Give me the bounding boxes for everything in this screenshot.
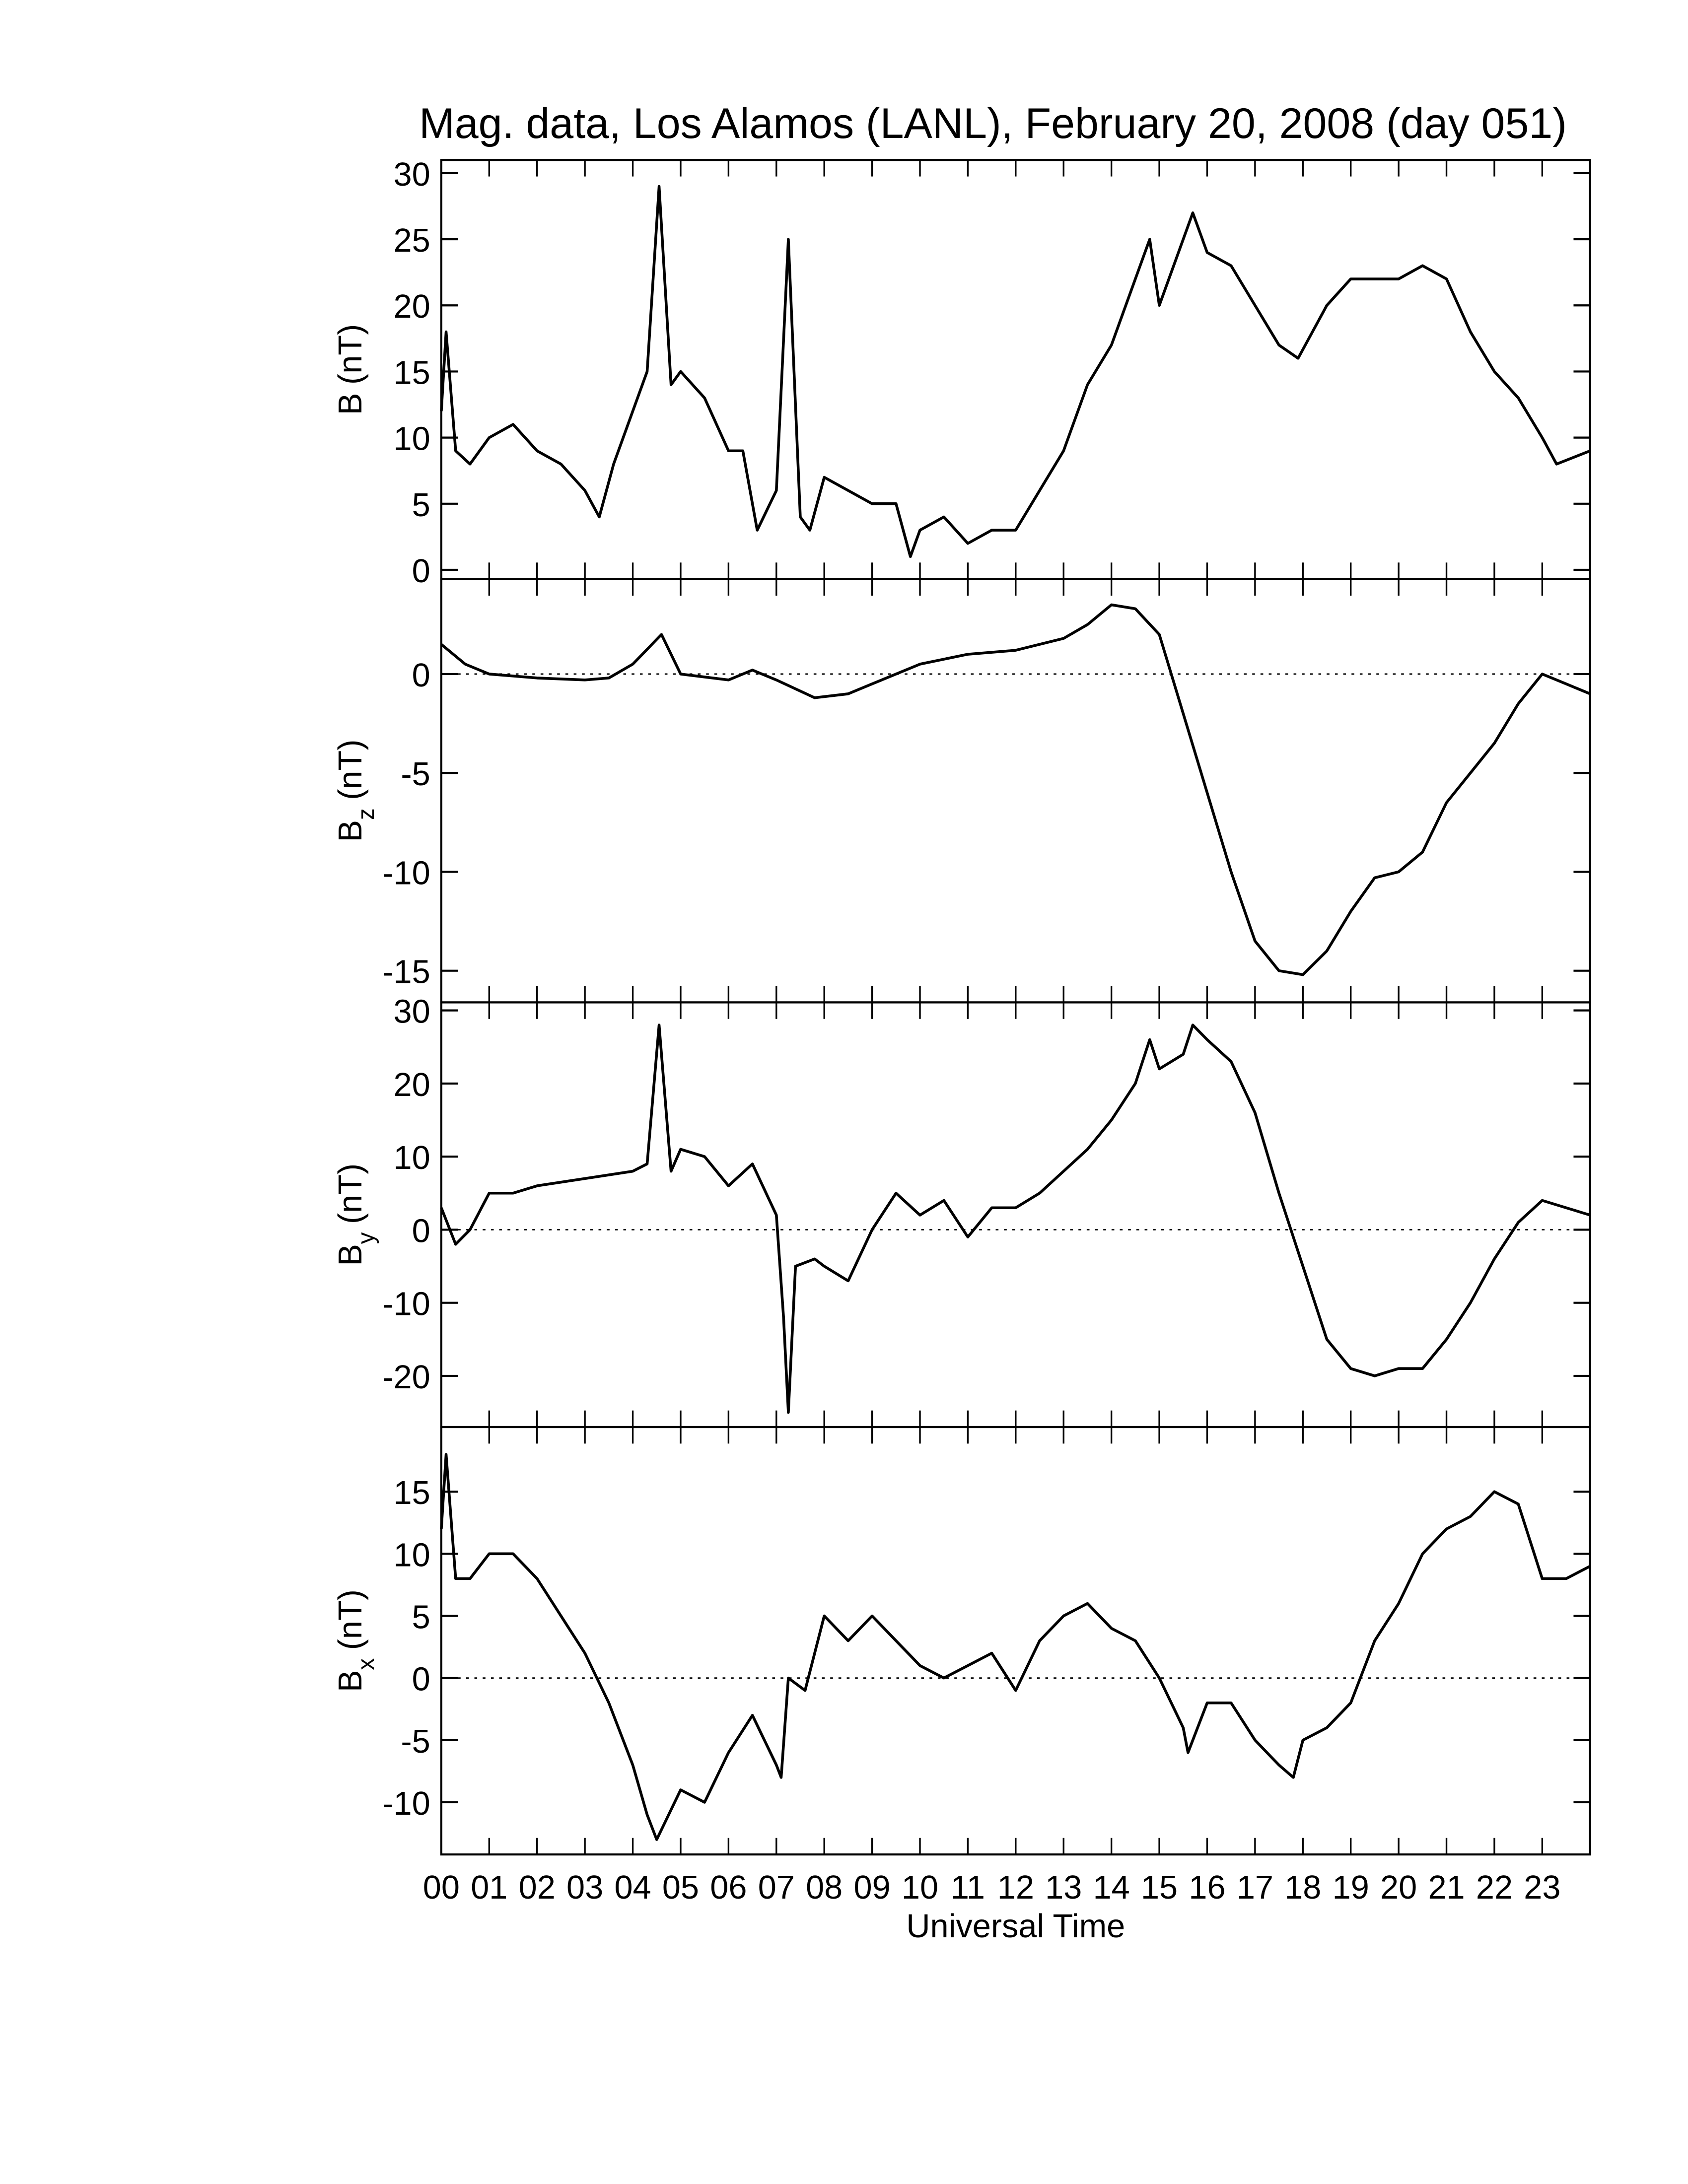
y-label-part: B — [332, 1244, 369, 1266]
data-line — [440, 603, 1591, 976]
panel-frame — [440, 1426, 1591, 1856]
y-axis-label: Bx (nT) — [332, 1589, 379, 1692]
x-tick-label: 06 — [710, 1869, 747, 1906]
y-tick-label: 10 — [394, 1140, 430, 1176]
y-label-part: B — [332, 393, 369, 415]
x-tick-label: 19 — [1333, 1869, 1369, 1906]
y-tick-label: -10 — [382, 1286, 430, 1323]
y-tick-label: 30 — [394, 994, 430, 1030]
x-tick-label: 16 — [1189, 1869, 1225, 1906]
x-tick-label: 11 — [951, 1869, 985, 1906]
x-tick-label: 18 — [1284, 1869, 1321, 1906]
y-label-part: (nT) — [332, 1163, 369, 1224]
x-tick-label: 12 — [997, 1869, 1034, 1906]
y-label-part: (nT) — [332, 740, 369, 800]
x-tick-label: 23 — [1524, 1869, 1560, 1906]
y-label-part: B — [332, 1670, 369, 1692]
y-label-part: B — [332, 820, 369, 842]
x-tick-label: 08 — [806, 1869, 843, 1906]
y-label-part: (nT) — [332, 324, 369, 385]
data-line — [440, 1453, 1591, 1841]
x-axis-label: Universal Time — [906, 1908, 1125, 1945]
y-tick-label: 5 — [412, 1599, 430, 1636]
y-axis-label: B (nT) — [332, 324, 369, 415]
x-tick-label: 09 — [854, 1869, 891, 1906]
y-tick-label: 30 — [394, 156, 430, 193]
y-axis-label: Bz (nT) — [332, 740, 379, 842]
x-tick-label: 17 — [1237, 1869, 1273, 1906]
x-tick-label: 01 — [471, 1869, 507, 1906]
y-tick-label: -5 — [401, 756, 430, 793]
x-tick-label: 07 — [758, 1869, 795, 1906]
y-tick-label: 0 — [412, 1661, 430, 1698]
y-tick-label: -10 — [382, 1785, 430, 1822]
y-tick-label: 0 — [412, 553, 430, 590]
x-tick-label: 03 — [566, 1869, 603, 1906]
x-tick-label: 04 — [614, 1869, 651, 1906]
y-tick-label: 0 — [412, 1213, 430, 1249]
y-tick-label: 15 — [394, 1475, 430, 1511]
y-tick-label: 25 — [394, 222, 430, 259]
x-tick-label: 14 — [1093, 1869, 1130, 1906]
y-tick-label: 15 — [394, 354, 430, 391]
x-tick-label: 05 — [662, 1869, 699, 1906]
x-tick-label: 21 — [1428, 1869, 1465, 1906]
y-tick-label: -20 — [382, 1359, 430, 1396]
data-line — [440, 1024, 1591, 1414]
y-label-part: (nT) — [332, 1589, 369, 1650]
y-axis-label: By (nT) — [332, 1163, 379, 1266]
x-tick-label: 15 — [1141, 1869, 1178, 1906]
y-label-subscript: y — [353, 1232, 379, 1244]
x-tick-label: 13 — [1045, 1869, 1082, 1906]
y-tick-label: 10 — [394, 1537, 430, 1573]
y-tick-label: 20 — [394, 1067, 430, 1103]
y-tick-label: -5 — [401, 1723, 430, 1760]
y-tick-label: 0 — [412, 657, 430, 694]
x-tick-label: 20 — [1380, 1869, 1417, 1906]
y-label-subscript: z — [353, 808, 379, 820]
y-tick-label: 20 — [394, 288, 430, 325]
data-line — [440, 185, 1591, 558]
x-tick-label: 00 — [423, 1869, 460, 1906]
x-tick-label: 10 — [902, 1869, 938, 1906]
y-tick-label: -10 — [382, 855, 430, 891]
y-tick-label: 5 — [412, 487, 430, 524]
x-tick-label: 22 — [1476, 1869, 1513, 1906]
y-label-subscript: x — [353, 1658, 379, 1670]
x-tick-label: 02 — [519, 1869, 556, 1906]
y-tick-label: -15 — [382, 954, 430, 991]
chart-title: Mag. data, Los Alamos (LANL), February 2… — [419, 100, 1567, 147]
y-tick-label: 10 — [394, 421, 430, 458]
